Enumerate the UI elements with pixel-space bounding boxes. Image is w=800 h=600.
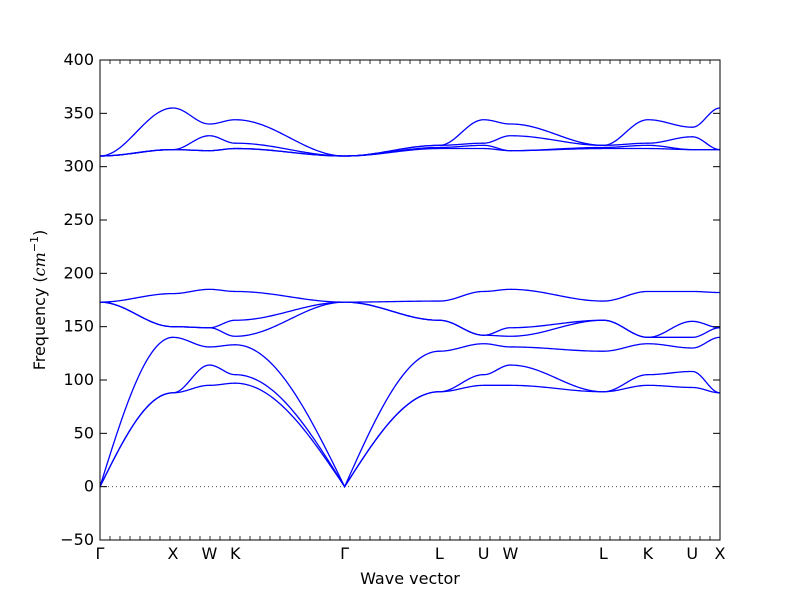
x-tick-label: U (478, 544, 490, 563)
x-tick-label: Γ (340, 544, 349, 563)
y-axis-label-exponent: −1 (28, 236, 41, 252)
x-tick-label: X (167, 544, 178, 563)
series-6-line (99, 288, 720, 303)
y-axis-label-unit: cm (30, 252, 49, 276)
y-axis-ticks: −50 0 50 100 150 200 250 300 350 400 (60, 50, 720, 549)
series-5-line (99, 301, 721, 338)
y-tick-label: 50 (74, 423, 94, 442)
y-tick-label: 400 (63, 50, 94, 69)
x-tick-label: X (715, 544, 726, 563)
x-axis-label: Wave vector (360, 569, 460, 588)
y-tick-label: 100 (63, 370, 94, 389)
y-axis-label: Frequency (cm−1) (28, 230, 49, 371)
y-tick-label: 350 (63, 103, 94, 122)
series-1-line (99, 382, 721, 488)
series-2-line (99, 364, 721, 488)
y-tick-label: 300 (63, 157, 94, 176)
y-axis-label-open-paren: ( (30, 276, 49, 282)
x-tick-label: W (503, 544, 519, 563)
y-tick-label: −50 (60, 530, 94, 549)
x-tick-label: Γ (96, 544, 105, 563)
series-8-line (99, 144, 720, 157)
series-10-line (99, 107, 721, 157)
plot-area (99, 59, 721, 541)
y-tick-label: 0 (84, 477, 94, 496)
x-tick-label: L (435, 544, 444, 563)
series-9-line (99, 135, 721, 157)
y-tick-label: 200 (63, 263, 94, 282)
x-tick-label: K (230, 544, 241, 563)
y-tick-label: 250 (63, 210, 94, 229)
x-tick-label: W (201, 544, 217, 563)
x-tick-label: L (599, 544, 608, 563)
y-tick-label: 150 (63, 317, 94, 336)
y-axis-label-close-paren: ) (30, 230, 49, 236)
y-axis-label-text: Frequency (30, 288, 49, 371)
series-3-line (99, 336, 721, 489)
x-tick-label: U (686, 544, 698, 563)
series-4-line (99, 301, 721, 338)
x-tick-label: K (643, 544, 654, 563)
